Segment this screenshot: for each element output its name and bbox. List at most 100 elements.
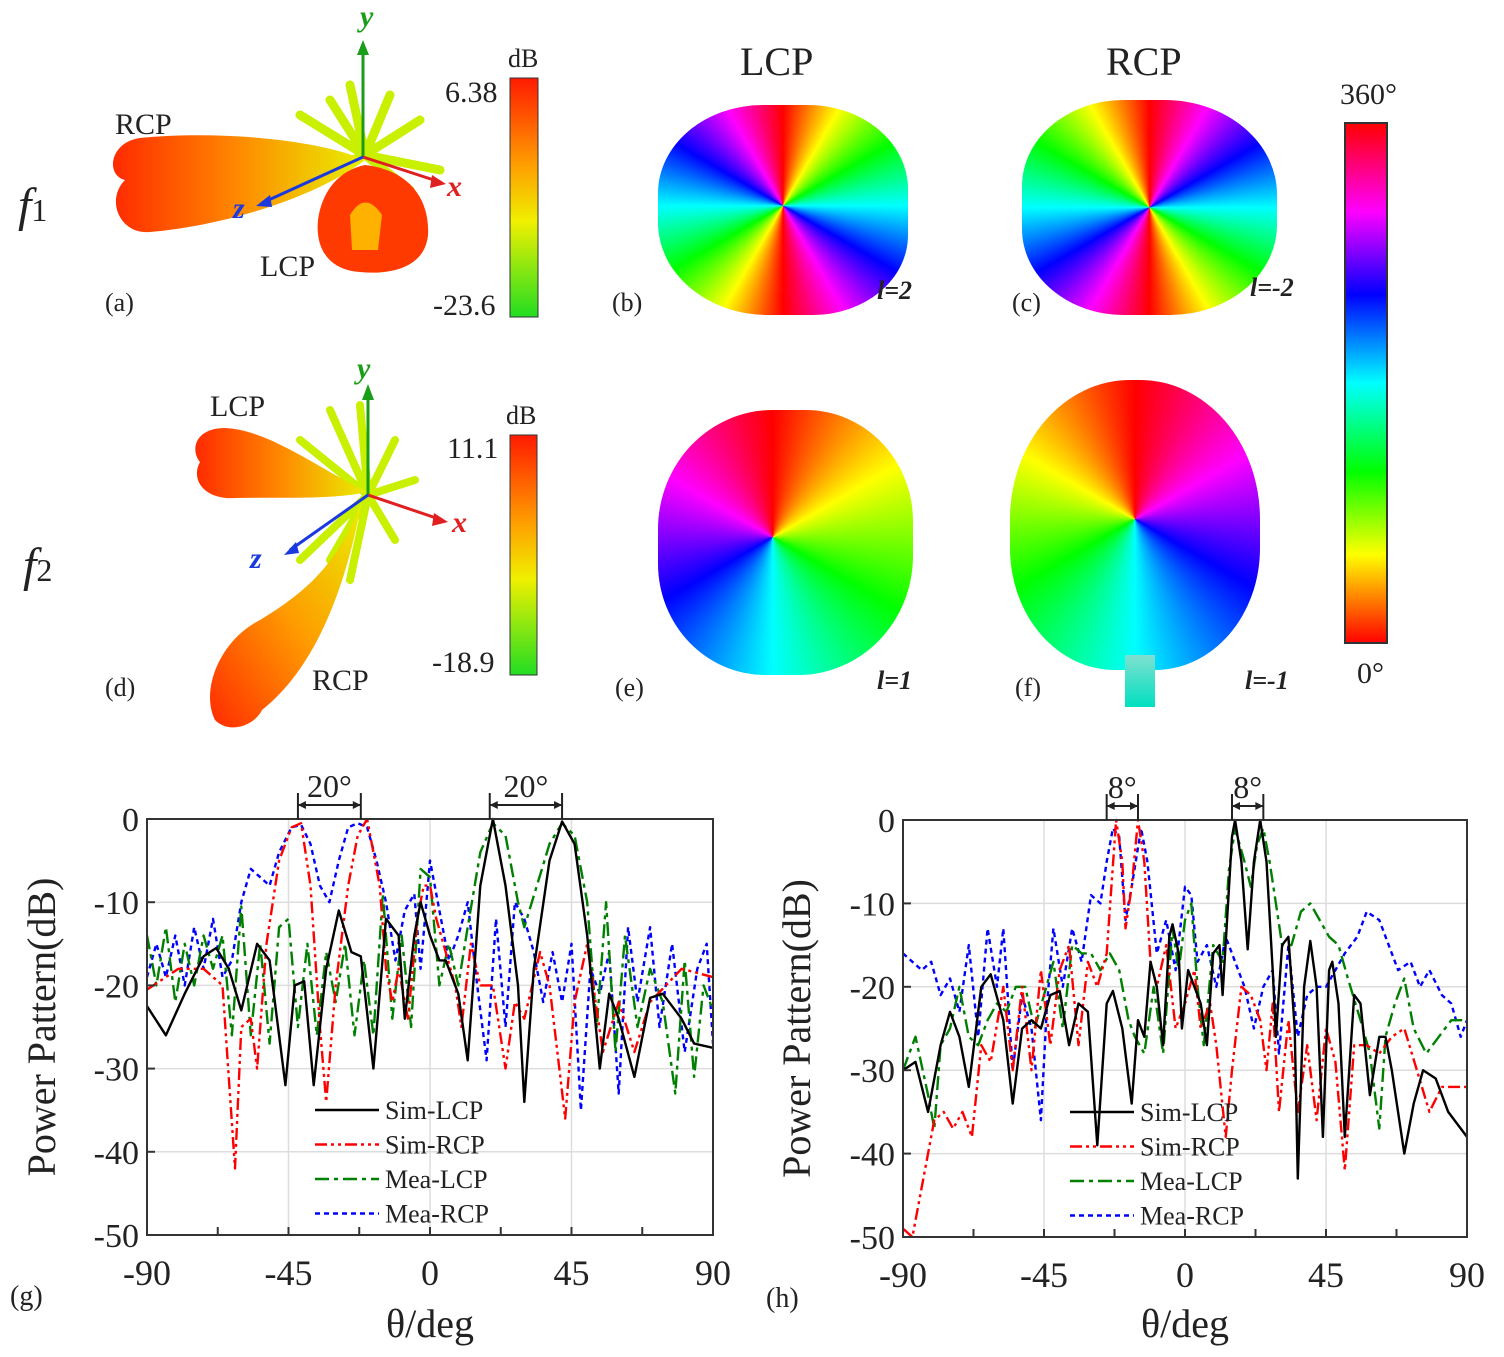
colorbar-db-f1 xyxy=(509,77,539,318)
freq-label-f1: f1 xyxy=(18,178,47,233)
rcp-beam xyxy=(113,135,365,233)
panel-label-f: (f) xyxy=(1015,673,1041,702)
y-tick-label: 0 xyxy=(878,803,895,840)
freq-subscript: 1 xyxy=(31,192,48,228)
y-tick-label: -30 xyxy=(94,1052,139,1089)
phase-pattern-lcp-f1 xyxy=(658,105,908,315)
arrow-left-icon xyxy=(489,801,498,809)
x-axis-arrow xyxy=(362,155,441,184)
axis-label-y: y xyxy=(360,0,374,33)
y-tick-label: -50 xyxy=(850,1220,895,1257)
arrow-right-icon xyxy=(352,801,361,809)
legend-label: Mea-RCP xyxy=(385,1200,489,1229)
legend-label: Sim-RCP xyxy=(1140,1133,1240,1162)
x-tick-label: 90 xyxy=(695,1253,731,1293)
pattern-3d-f2 xyxy=(195,384,448,728)
phase-colorbar-min: 0° xyxy=(1357,657,1384,690)
y-tick-label: -40 xyxy=(850,1137,895,1174)
mode-label-e: l=1 xyxy=(877,666,913,695)
colorbar-db-f2 xyxy=(509,434,538,676)
freq-subscript: 2 xyxy=(36,552,53,588)
annotation-label: 20° xyxy=(504,768,549,804)
x-tick-label: -90 xyxy=(123,1253,171,1293)
axis-label-y: y xyxy=(357,352,371,385)
column-title-rcp: RCP xyxy=(1106,39,1182,84)
legend-label: Mea-LCP xyxy=(385,1165,488,1194)
phase-pattern-rcp-f1 xyxy=(1022,100,1277,315)
x-axis-label-g: θ/deg xyxy=(385,1301,475,1346)
series-line-mea-rcp xyxy=(903,827,1467,1122)
arrow-left-icon xyxy=(1106,802,1115,810)
axis-label-z: z xyxy=(233,192,245,225)
colorbar-phase xyxy=(1344,122,1388,644)
axis-label-x: x xyxy=(447,170,462,203)
x-tick-label: 90 xyxy=(1449,1255,1485,1295)
legend-label: Mea-LCP xyxy=(1140,1167,1243,1196)
x-tick-label: -90 xyxy=(879,1255,927,1295)
x-axis-label-h: θ/deg xyxy=(1140,1301,1230,1346)
freq-symbol: f xyxy=(18,179,32,232)
panel-label-c: (c) xyxy=(1012,288,1041,317)
arrow-right-icon xyxy=(1255,802,1264,810)
chart-h: 0 -10 -20 -30 -40 -50-90 -45 0 45 90 Power Pattern… xyxy=(766,769,1485,1314)
mode-label-b: l=2 xyxy=(877,276,913,305)
axis-label-z: z xyxy=(250,542,262,575)
arrow-left-icon xyxy=(297,801,306,809)
annotation-label: 8° xyxy=(1233,769,1262,805)
y-axis-label: Power Pattern(dB) xyxy=(774,879,819,1178)
legend-label: Mea-RCP xyxy=(1140,1202,1244,1231)
z-axis-arrow xyxy=(261,155,364,205)
phase-pattern-stem xyxy=(1125,655,1155,707)
x-tick-label: 0 xyxy=(421,1253,439,1293)
y-tick-label: -10 xyxy=(850,886,895,923)
x-tick-label: -45 xyxy=(1020,1255,1068,1295)
y-tick-label: 0 xyxy=(122,802,139,839)
lcp-beam xyxy=(195,428,368,499)
legend-label: Sim-LCP xyxy=(385,1096,483,1125)
panel-label-a: (a) xyxy=(105,288,134,317)
colorbar-unit: dB xyxy=(508,44,539,73)
annotation-label: 8° xyxy=(1108,769,1137,805)
column-title-lcp: LCP xyxy=(740,39,814,84)
series-line-sim-rcp xyxy=(903,818,1467,1239)
pattern-3d-f1 xyxy=(113,40,446,273)
axis-label-x: x xyxy=(452,506,467,539)
x-axis-arrow xyxy=(367,493,443,522)
y-axis-label: Power Pattern(dB) xyxy=(19,878,64,1177)
x-tick-label: 0 xyxy=(1176,1255,1194,1295)
panel-label-d: (d) xyxy=(105,673,136,702)
freq-symbol: f xyxy=(23,539,37,592)
panel-label-b: (b) xyxy=(612,288,643,317)
beam-label-rcp: RCP xyxy=(115,108,172,141)
legend-label: Sim-LCP xyxy=(1140,1098,1238,1127)
colorbar-min: -18.9 xyxy=(432,646,495,679)
series-line-sim-lcp xyxy=(903,818,1467,1180)
mode-label-f: l=-1 xyxy=(1245,666,1289,695)
y-tick-label: -20 xyxy=(94,968,139,1005)
colorbar-max: 6.38 xyxy=(445,76,498,109)
y-tick-label: -10 xyxy=(94,885,139,922)
series-group xyxy=(903,818,1467,1239)
chart-g: 0 -10 -20 -30 -40 -50-90 -45 0 45 90 Power Pattern… xyxy=(10,768,731,1312)
panel-label: (g) xyxy=(10,1281,43,1312)
x-tick-label: -45 xyxy=(265,1253,313,1293)
panel-label: (h) xyxy=(766,1283,799,1314)
panel-label-e: (e) xyxy=(615,673,644,702)
freq-label-f2: f2 xyxy=(23,538,52,593)
colorbar-unit: dB xyxy=(506,401,537,430)
mode-label-c: l=-2 xyxy=(1250,273,1294,302)
annotation-label: 20° xyxy=(307,768,352,804)
legend-label: Sim-RCP xyxy=(385,1131,485,1160)
arrow-right-icon xyxy=(554,801,563,809)
colorbar-min: -23.6 xyxy=(433,289,496,322)
y-tick-label: -30 xyxy=(850,1053,895,1090)
x-tick-label: 45 xyxy=(1308,1255,1344,1295)
x-tick-label: 45 xyxy=(554,1253,590,1293)
series-line-sim-lcp xyxy=(147,817,713,1104)
phase-pattern-rcp-f2 xyxy=(1010,380,1260,670)
rcp-beam xyxy=(210,500,362,728)
phase-pattern-lcp-f2 xyxy=(658,410,913,675)
arrow-left-icon xyxy=(1232,802,1240,810)
colorbar-max: 11.1 xyxy=(447,432,499,465)
series-line-mea-lcp xyxy=(147,822,713,1095)
